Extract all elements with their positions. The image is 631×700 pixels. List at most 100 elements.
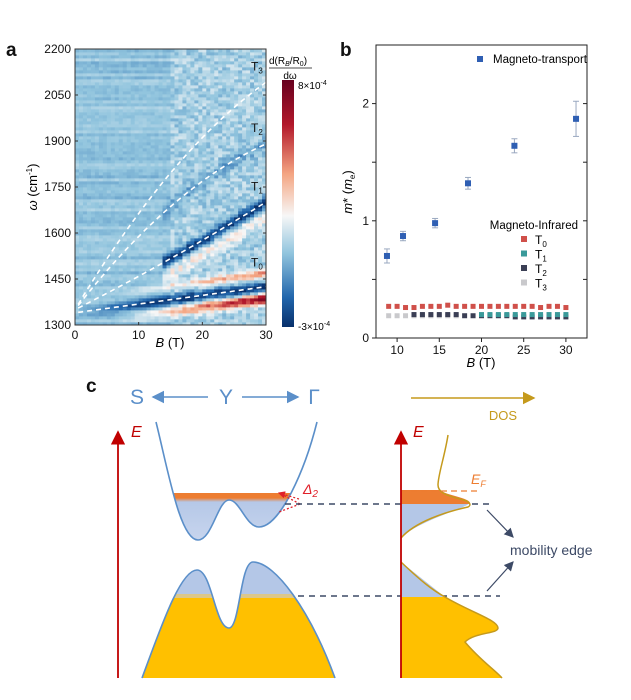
- data-point-T0: [419, 303, 425, 309]
- heatmap-cell: [134, 163, 140, 167]
- heatmap-cell: [178, 304, 183, 308]
- heatmap-cell: [118, 100, 124, 104]
- heatmap-cell: [98, 160, 104, 164]
- heatmap-cell: [130, 235, 136, 239]
- heatmap-cell: [218, 211, 223, 215]
- heatmap-cell: [110, 217, 116, 221]
- heatmap-cell: [198, 193, 203, 197]
- heatmap-cell: [158, 136, 163, 140]
- heatmap-cell: [158, 70, 163, 74]
- heatmap-cell: [202, 127, 207, 131]
- heatmap-cell: [242, 319, 247, 323]
- heatmap-cell: [114, 109, 120, 113]
- heatmap-cell: [154, 301, 159, 305]
- heatmap-cell: [190, 217, 195, 221]
- heatmap-cell: [102, 103, 108, 107]
- heatmap-cell: [98, 199, 104, 203]
- heatmap-cell: [170, 136, 175, 140]
- heatmap-cell: [106, 262, 112, 266]
- heatmap-cell: [130, 238, 136, 242]
- heatmap-cell: [150, 163, 155, 167]
- heatmap-cell: [214, 115, 219, 119]
- heatmap-cell: [178, 226, 183, 230]
- heatmap-cell: [158, 121, 163, 125]
- heatmap-cell: [90, 64, 96, 68]
- heatmap-cell: [250, 175, 255, 179]
- heatmap-cell: [206, 67, 211, 71]
- heatmap-cell: [238, 295, 243, 299]
- heatmap-cell: [250, 142, 255, 146]
- heatmap-cell: [198, 199, 203, 203]
- heatmap-cell: [258, 106, 263, 110]
- heatmap-cell: [234, 238, 239, 242]
- heatmap-cell: [170, 232, 175, 236]
- heatmap-cell: [214, 247, 219, 251]
- heatmap-cell: [130, 76, 136, 80]
- heatmap-cell: [194, 214, 199, 218]
- heatmap-cell: [234, 112, 239, 116]
- heatmap-cell: [154, 208, 159, 212]
- heatmap-cell: [75, 160, 80, 164]
- heatmap-cell: [130, 286, 136, 290]
- heatmap-cell: [226, 268, 231, 272]
- heatmap-cell: [262, 253, 266, 257]
- heatmap-cell: [98, 88, 104, 92]
- heatmap-cell: [134, 130, 140, 134]
- heatmap-cell: [110, 304, 116, 308]
- heatmap-cell: [234, 274, 239, 278]
- heatmap-cell: [118, 289, 124, 293]
- heatmap-cell: [142, 226, 148, 230]
- heatmap-cell: [82, 127, 88, 131]
- heatmap-cell: [226, 295, 231, 299]
- heatmap-cell: [142, 187, 148, 191]
- heatmap-cell: [126, 319, 132, 323]
- heatmap-cell: [130, 58, 136, 62]
- heatmap-cell: [110, 82, 116, 86]
- heatmap-cell: [210, 268, 215, 272]
- heatmap-cell: [162, 103, 167, 107]
- heatmap-cell: [106, 319, 112, 323]
- heatmap-cell: [186, 268, 191, 272]
- heatmap-cell: [190, 214, 195, 218]
- heatmap-cell: [118, 199, 124, 203]
- heatmap-cell: [206, 286, 211, 290]
- heatmap-cell: [190, 277, 195, 281]
- heatmap-cell: [250, 76, 255, 80]
- heatmap-cell: [138, 313, 144, 317]
- heatmap-cell: [190, 127, 195, 131]
- heatmap-cell: [106, 232, 112, 236]
- heatmap-cell: [114, 262, 120, 266]
- heatmap-cell: [75, 169, 80, 173]
- heatmap-cell: [222, 283, 227, 287]
- heatmap-cell: [118, 88, 124, 92]
- heatmap-cell: [246, 262, 251, 266]
- heatmap-cell: [262, 268, 266, 272]
- heatmap-cell: [90, 262, 96, 266]
- heatmap-cell: [122, 220, 128, 224]
- heatmap-cell: [138, 316, 144, 320]
- heatmap-cell: [182, 139, 187, 143]
- heatmap-cell: [230, 112, 235, 116]
- heatmap-cell: [154, 163, 159, 167]
- heatmap-cell: [242, 184, 247, 188]
- heatmap-cell: [75, 259, 80, 263]
- heatmap-cell: [214, 265, 219, 269]
- heatmap-cell: [198, 52, 203, 56]
- heatmap-cell: [114, 118, 120, 122]
- heatmap-cell: [142, 175, 148, 179]
- heatmap-cell: [166, 100, 171, 104]
- heatmap-cell: [142, 286, 148, 290]
- heatmap-cell: [86, 76, 92, 80]
- heatmap-cell: [254, 172, 259, 176]
- heatmap-cell: [118, 166, 124, 170]
- x-tick-label-a: 20: [196, 328, 210, 342]
- heatmap-cell: [162, 232, 167, 236]
- heatmap-cell: [198, 55, 203, 59]
- heatmap-cell: [110, 154, 116, 158]
- heatmap-cell: [162, 214, 167, 218]
- heatmap-cell: [170, 124, 175, 128]
- heatmap-cell: [154, 133, 159, 137]
- heatmap-cell: [206, 94, 211, 98]
- heatmap-cell: [154, 130, 159, 134]
- heatmap-cell: [154, 196, 159, 200]
